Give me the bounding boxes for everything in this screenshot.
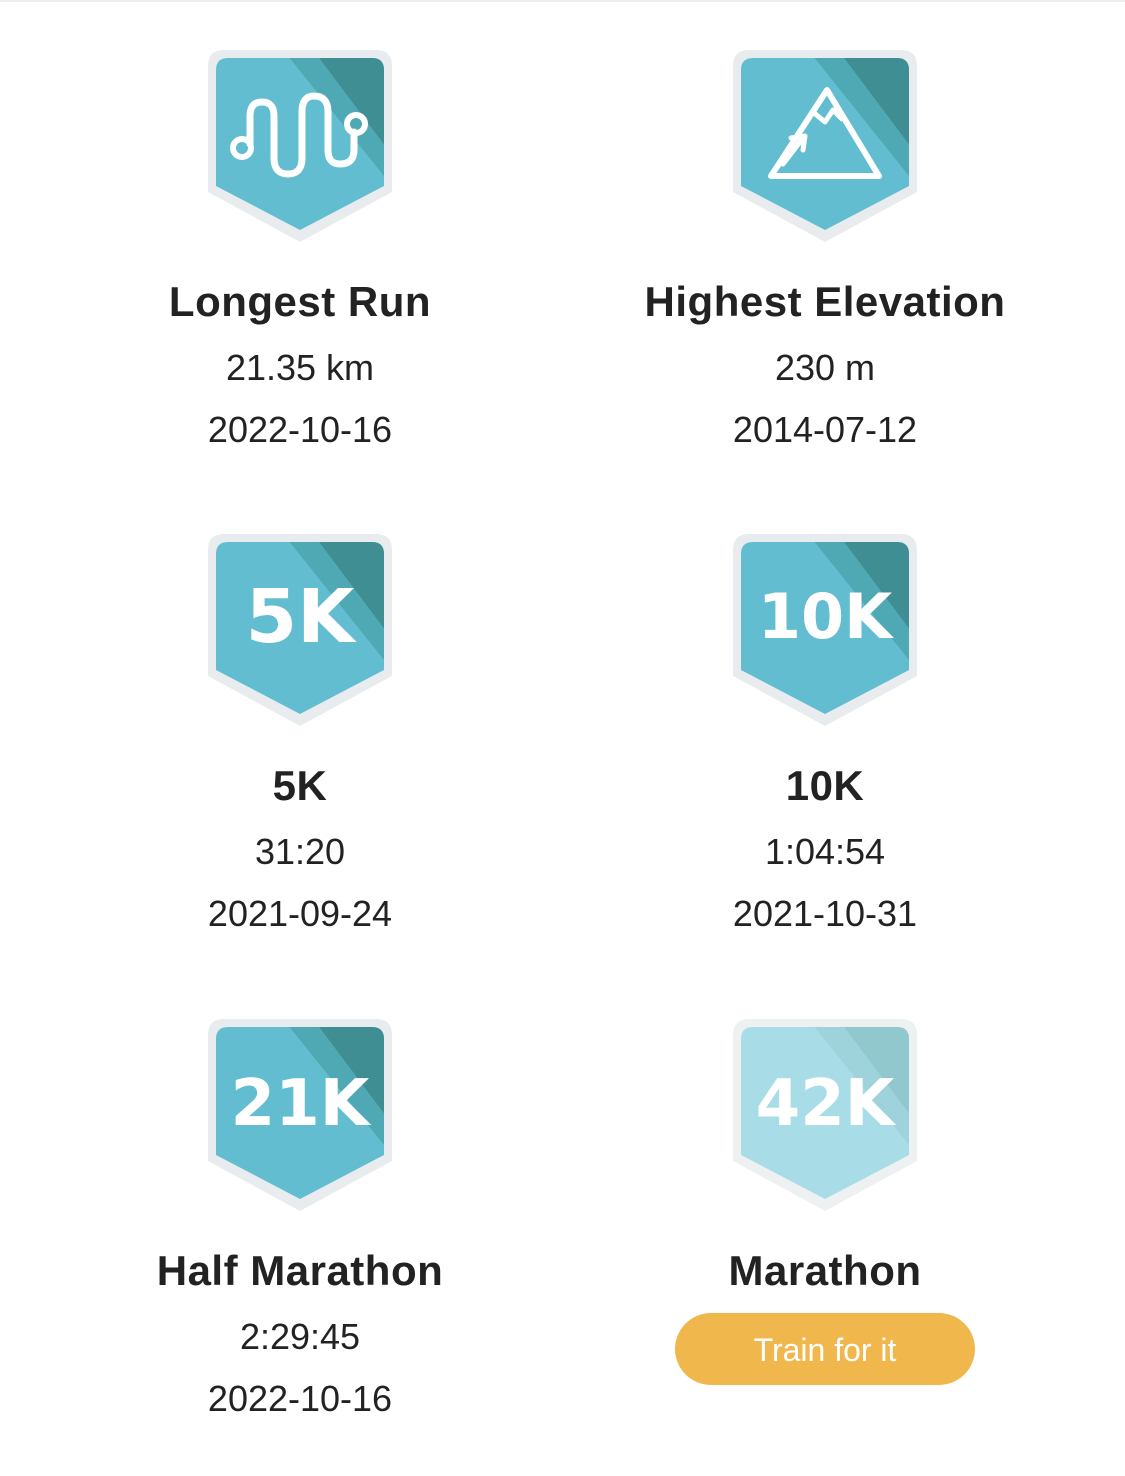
record-title: Longest Run xyxy=(168,278,432,325)
record-date: 2021-09-24 xyxy=(207,893,393,934)
record-value: 21.35 km xyxy=(225,347,375,388)
winding-route-icon xyxy=(208,50,392,242)
record-title: Highest Elevation xyxy=(644,278,1006,325)
badge-label: 10K xyxy=(758,580,894,653)
train-for-it-button[interactable]: Train for it xyxy=(675,1313,975,1385)
record-longest-run[interactable]: Longest Run 21.35 km 2022-10-16 xyxy=(40,46,560,452)
record-title: Marathon xyxy=(728,1247,922,1294)
top-divider xyxy=(0,0,1125,2)
record-value: 230 m xyxy=(774,347,876,388)
record-date: 2021-10-31 xyxy=(732,893,918,934)
record-5k[interactable]: 5K 5K 31:20 2021-09-24 xyxy=(40,530,560,936)
record-value: 31:20 xyxy=(254,831,346,872)
record-10k[interactable]: 10K 10K 1:04:54 2021-10-31 xyxy=(565,530,1085,936)
record-value: 2:29:45 xyxy=(239,1316,361,1357)
10k-badge-icon: 10K xyxy=(733,534,917,726)
badge-label: 21K xyxy=(231,1067,372,1141)
5k-badge-icon: 5K xyxy=(208,534,392,726)
record-title: 5K xyxy=(272,762,328,809)
42k-badge-icon: 42K xyxy=(733,1019,917,1211)
21k-badge-icon: 21K xyxy=(208,1019,392,1211)
badge-label: 5K xyxy=(246,574,357,660)
record-value: 1:04:54 xyxy=(764,831,886,872)
record-date: 2014-07-12 xyxy=(732,409,918,450)
record-title: Half Marathon xyxy=(156,1247,444,1294)
record-highest-elevation[interactable]: Highest Elevation 230 m 2014-07-12 xyxy=(565,46,1085,452)
badge-label: 42K xyxy=(756,1067,897,1141)
mountain-icon xyxy=(733,50,917,242)
record-title: 10K xyxy=(785,762,865,809)
record-date: 2022-10-16 xyxy=(207,409,393,450)
record-marathon[interactable]: 42K Marathon Train for it xyxy=(565,1015,1085,1385)
record-date: 2022-10-16 xyxy=(207,1378,393,1419)
record-half-marathon[interactable]: 21K Half Marathon 2:29:45 2022-10-16 xyxy=(40,1015,560,1421)
